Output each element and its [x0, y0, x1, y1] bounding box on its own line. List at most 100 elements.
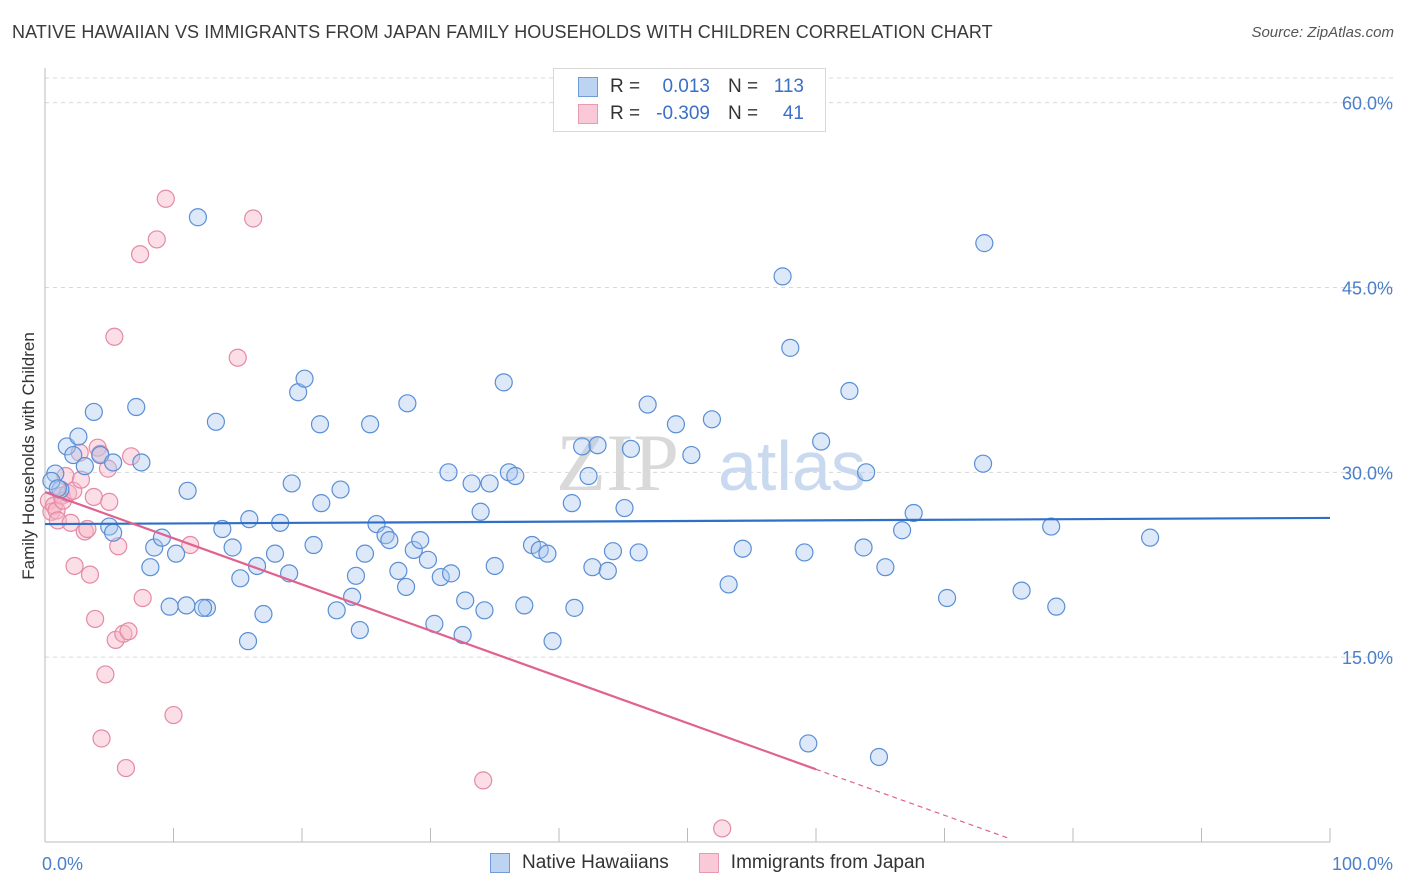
- data-point-immigrants-from-japan: [96, 665, 115, 684]
- data-point-native-hawaiians: [231, 569, 250, 588]
- data-point-native-hawaiians: [304, 535, 323, 555]
- data-point-native-hawaiians: [471, 502, 490, 521]
- data-point-native-hawaiians: [240, 510, 259, 529]
- data-point-native-hawaiians: [396, 577, 416, 597]
- data-point-native-hawaiians: [579, 466, 598, 486]
- data-point-native-hawaiians: [682, 445, 701, 465]
- data-point-native-hawaiians: [638, 395, 657, 414]
- data-point-native-hawaiians: [327, 601, 346, 620]
- data-point-native-hawaiians: [799, 734, 818, 753]
- y-tick-label: 15.0%: [1342, 648, 1393, 668]
- data-point-native-hawaiians: [876, 558, 895, 577]
- data-point-native-hawaiians: [141, 558, 160, 577]
- data-point-native-hawaiians: [418, 550, 438, 569]
- trend-lines: [44, 491, 1331, 839]
- data-point-native-hawaiians: [781, 338, 800, 357]
- data-point-native-hawaiians: [603, 542, 623, 561]
- data-point-immigrants-from-japan: [713, 819, 732, 838]
- data-point-immigrants-from-japan: [92, 729, 111, 748]
- data-point-native-hawaiians: [629, 543, 648, 562]
- data-point-native-hawaiians: [475, 601, 494, 620]
- data-point-native-hawaiians: [973, 454, 993, 473]
- data-point-native-hawaiians: [84, 402, 103, 422]
- data-point-native-hawaiians: [361, 415, 380, 434]
- watermark-zip: ZIP: [556, 417, 679, 508]
- legend-label-immigrants-from-japan: Immigrants from Japan: [730, 852, 926, 873]
- data-point-native-hawaiians: [869, 747, 889, 767]
- data-point-native-hawaiians: [1140, 528, 1160, 547]
- data-point-immigrants-from-japan: [156, 189, 175, 208]
- legend-swatch-blue: [490, 853, 510, 873]
- data-point-immigrants-from-japan: [71, 470, 91, 489]
- data-point-native-hawaiians: [840, 381, 859, 401]
- data-point-native-hawaiians: [411, 530, 430, 550]
- data-point-immigrants-from-japan: [147, 230, 166, 249]
- data-point-immigrants-from-japan: [80, 565, 100, 584]
- trend-line-native-hawaiians: [44, 516, 1331, 526]
- data-point-native-hawaiians: [64, 445, 83, 465]
- data-point-native-hawaiians: [132, 453, 151, 472]
- data-point-native-hawaiians: [441, 564, 461, 583]
- axes-layer: [44, 68, 1331, 843]
- x-tick-label: 0.0%: [42, 854, 83, 874]
- data-point-native-hawaiians: [773, 267, 792, 286]
- y-tick-label: 30.0%: [1342, 463, 1393, 483]
- data-point-native-hawaiians: [355, 544, 375, 563]
- data-point-native-hawaiians: [160, 597, 179, 616]
- data-point-immigrants-from-japan: [44, 496, 64, 515]
- data-point-native-hawaiians: [312, 494, 331, 513]
- data-point-native-hawaiians: [892, 521, 912, 540]
- data-point-native-hawaiians: [573, 437, 592, 456]
- data-point-native-hawaiians: [145, 538, 164, 557]
- series-legend: Native Hawaiians Immigrants from Japan: [490, 852, 955, 874]
- legend-item-native-hawaiians: Native Hawaiians: [490, 852, 669, 874]
- legend-n-value: 113: [773, 76, 804, 97]
- data-point-native-hawaiians: [480, 474, 499, 493]
- y-tick-label: 60.0%: [1342, 94, 1393, 114]
- series-immigrants-from-japan: [39, 189, 732, 838]
- legend-n-label: N =: [728, 76, 759, 97]
- legend-r-label: R =: [610, 76, 641, 97]
- watermark: ZIP atlas: [556, 417, 866, 508]
- data-point-native-hawaiians: [389, 561, 408, 581]
- data-point-immigrants-from-japan: [86, 609, 105, 629]
- data-point-native-hawaiians: [178, 481, 197, 500]
- data-point-native-hawaiians: [104, 523, 123, 542]
- data-point-native-hawaiians: [795, 543, 814, 562]
- data-point-immigrants-from-japan: [100, 492, 119, 511]
- data-point-immigrants-from-japan: [65, 556, 84, 576]
- data-point-native-hawaiians: [1047, 597, 1066, 616]
- legend-swatch-pink: [698, 853, 719, 873]
- data-point-native-hawaiians: [398, 394, 417, 413]
- data-point-native-hawaiians: [213, 519, 232, 539]
- data-point-native-hawaiians: [857, 463, 876, 482]
- data-point-native-hawaiians: [583, 558, 602, 577]
- data-point-native-hawaiians: [538, 544, 557, 563]
- data-point-native-hawaiians: [456, 591, 475, 610]
- data-point-native-hawaiians: [188, 208, 208, 227]
- data-point-native-hawaiians: [598, 561, 617, 581]
- data-point-immigrants-from-japan: [119, 622, 138, 641]
- data-point-native-hawaiians: [69, 427, 88, 446]
- tick-labels: 15.0% 30.0% 45.0% 60.0% 0.0% 100.0% Family Hou…: [19, 94, 1393, 874]
- data-point-native-hawaiians: [75, 457, 94, 476]
- legend-label-native-hawaiians: Native Hawaiians: [522, 852, 669, 873]
- data-point-native-hawaiians: [42, 471, 61, 491]
- data-point-native-hawaiians: [1042, 517, 1061, 536]
- legend-r-value: -0.309: [656, 103, 710, 124]
- legend-r-value: 0.013: [662, 76, 710, 97]
- data-point-native-hawaiians: [431, 567, 450, 587]
- x-tick-label: 100.0%: [1332, 854, 1393, 874]
- data-point-native-hawaiians: [346, 566, 366, 585]
- data-point-immigrants-from-japan: [109, 537, 128, 556]
- legend-n-label: N =: [728, 103, 759, 124]
- legend-swatch-blue: [578, 77, 598, 97]
- data-point-immigrants-from-japan: [474, 771, 493, 790]
- trend-line-extension-immigrants-from-japan: [815, 768, 1009, 839]
- data-point-native-hawaiians: [127, 397, 146, 417]
- data-point-native-hawaiians: [310, 415, 330, 434]
- y-tick-label: 45.0%: [1342, 278, 1393, 298]
- data-point-native-hawaiians: [166, 544, 186, 563]
- data-point-immigrants-from-japan: [130, 245, 150, 264]
- data-point-native-hawaiians: [812, 432, 831, 451]
